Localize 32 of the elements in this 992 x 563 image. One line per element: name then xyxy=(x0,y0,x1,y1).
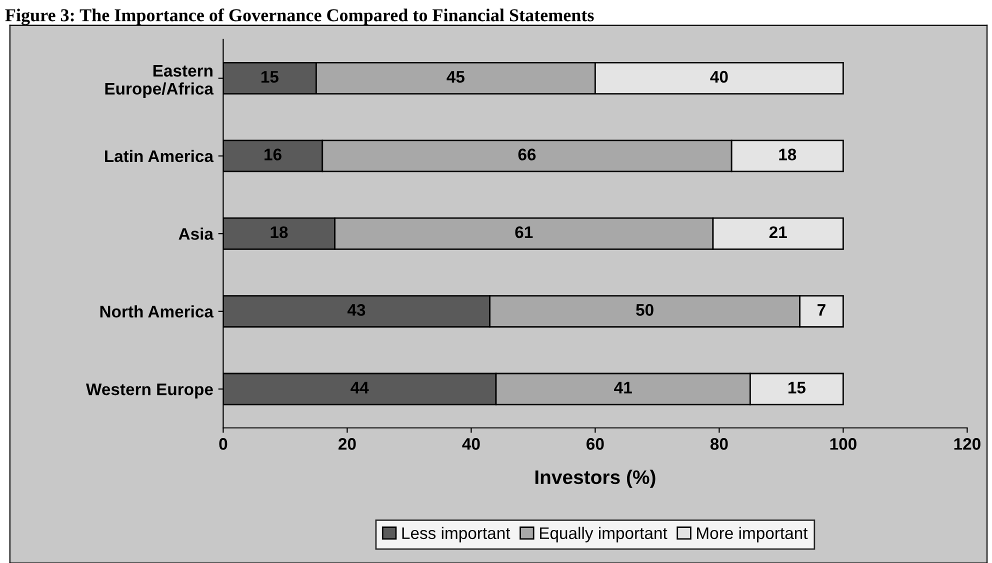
data-label: 44 xyxy=(350,382,369,394)
legend-label: Less important xyxy=(402,526,510,542)
data-label: 61 xyxy=(515,226,533,238)
data-label: 16 xyxy=(264,148,282,160)
data-label: 43 xyxy=(347,304,366,316)
data-label: 18 xyxy=(270,226,288,238)
x-tick-label: 40 xyxy=(462,438,480,450)
data-label: 18 xyxy=(779,148,796,160)
x-tick-label: 100 xyxy=(830,438,856,450)
y-tick-label: Latin America xyxy=(105,150,214,162)
y-tick-label: Western Europe xyxy=(86,384,213,399)
data-label: 21 xyxy=(769,226,787,238)
x-tick-label: 60 xyxy=(586,438,604,450)
data-label: 40 xyxy=(710,70,728,83)
data-label: 50 xyxy=(636,304,654,316)
data-label: 15 xyxy=(261,71,279,83)
y-tick-label: North America xyxy=(100,305,214,318)
x-tick-label: 80 xyxy=(710,438,728,450)
y-tick-label: Eastern Europe/Africa xyxy=(105,65,214,98)
legend-label: Equally important xyxy=(540,526,668,542)
x-tick-label: 0 xyxy=(219,438,228,450)
data-label: 41 xyxy=(614,382,632,394)
x-tick-label: 20 xyxy=(338,438,356,450)
data-label: 45 xyxy=(446,71,465,83)
y-tick-label: Asia xyxy=(178,228,214,240)
data-label: 7 xyxy=(818,304,826,316)
data-label: 66 xyxy=(518,148,536,160)
x-axis-title: Investors (%) xyxy=(535,470,656,488)
legend-label: More important xyxy=(697,526,808,542)
data-label: 15 xyxy=(788,382,806,394)
chart-title: Figure 3: The Importance of Governance Compared to Financial Statements xyxy=(5,8,594,26)
x-tick-label: 120 xyxy=(954,438,980,450)
